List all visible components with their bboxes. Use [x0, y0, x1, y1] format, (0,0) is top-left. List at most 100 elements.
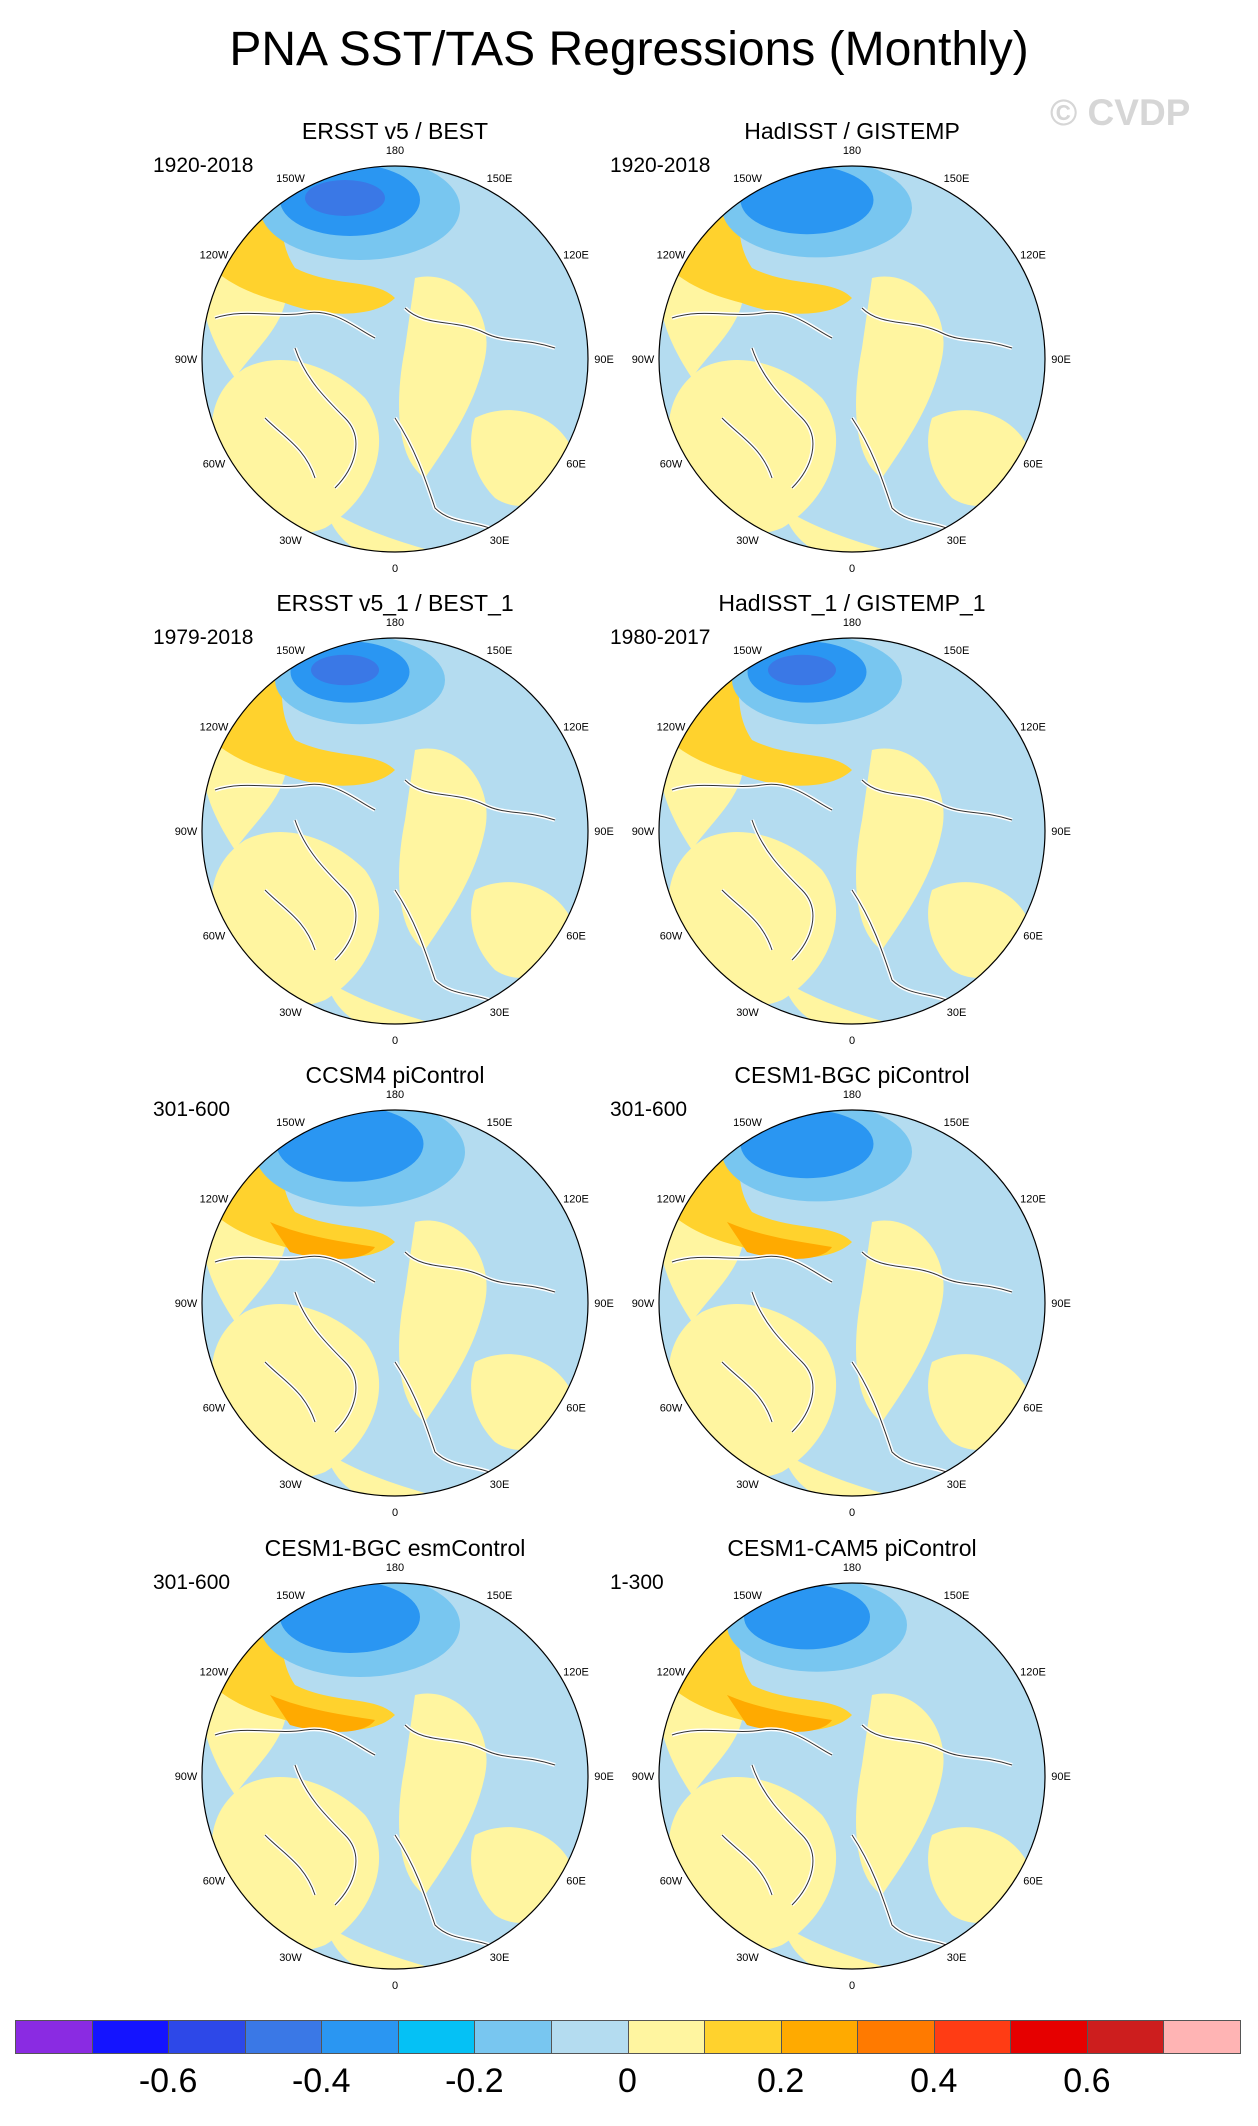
lon-tick-label: 180 [843, 1562, 861, 1574]
lon-tick-label: 60W [660, 931, 683, 943]
lon-tick-label: 60W [203, 931, 226, 943]
lon-tick-label: 120E [563, 1194, 589, 1206]
lon-tick-label: 150E [487, 173, 513, 185]
colorbar-swatch [474, 2020, 552, 2054]
colorbar-swatch [704, 2020, 782, 2054]
lon-tick-label: 60W [203, 459, 226, 471]
lon-tick-label: 30W [279, 1479, 302, 1491]
lon-tick-label: 30E [490, 535, 510, 547]
lon-tick-label: 180 [843, 145, 861, 157]
lon-tick-label: 180 [386, 1089, 404, 1101]
colorbar-swatch [91, 2020, 170, 2054]
colorbar-swatch [397, 2020, 476, 2054]
map-panel: HadISST_1 / GISTEMP_1 1980-2017 180 150E 120… [552, 590, 1172, 1060]
lon-tick-label: 180 [386, 145, 404, 157]
lon-tick-label: 0 [849, 1980, 855, 1992]
lon-tick-label: 60E [1023, 459, 1043, 471]
lon-tick-label: 60E [566, 1403, 586, 1415]
lon-tick-label: 120E [1020, 250, 1046, 262]
lon-tick-label: 150E [944, 645, 970, 657]
lon-tick-label: 0 [392, 563, 398, 575]
lon-tick-label: 60W [203, 1876, 226, 1888]
lon-tick-label: 90W [632, 354, 655, 366]
lon-tick-label: 30W [279, 1007, 302, 1019]
lon-tick-label: 30W [736, 1479, 759, 1491]
lon-tick-label: 0 [392, 1035, 398, 1047]
lon-tick-label: 150W [733, 645, 762, 657]
lon-tick-label: 0 [849, 1035, 855, 1047]
lon-tick-label: 120W [200, 1194, 229, 1206]
lon-tick-label: 150E [487, 1590, 513, 1602]
lon-tick-label: 60E [1023, 1403, 1043, 1415]
colorbar [15, 2020, 1241, 2056]
colorbar-swatch [244, 2020, 323, 2054]
lon-tick-label: 120E [563, 250, 589, 262]
lon-tick-label: 30W [279, 1952, 302, 1964]
lon-tick-label: 60W [660, 459, 683, 471]
lon-tick-label: 90E [594, 354, 614, 366]
map-panel: CESM1-BGC esmControl 301-600 180 150E 120E 90… [95, 1535, 715, 2005]
lon-tick-label: 120W [200, 250, 229, 262]
colorbar-tick-label: -0.2 [445, 2062, 504, 2100]
lon-tick-label: 150E [944, 173, 970, 185]
lon-tick-label: 120E [563, 1667, 589, 1679]
lon-tick-label: 90W [175, 1771, 198, 1783]
panel-period: 1920-2018 [153, 154, 254, 177]
colorbar-swatch [1010, 2020, 1088, 2054]
lon-tick-label: 150W [276, 1590, 305, 1602]
lon-tick-label: 30E [490, 1007, 510, 1019]
panel-period: 301-600 [153, 1571, 231, 1594]
figure-title: PNA SST/TAS Regressions (Monthly) [229, 23, 1029, 76]
panel-title: ERSST v5 / BEST [301, 118, 489, 144]
colorbar-swatch [1163, 2020, 1241, 2054]
lon-tick-label: 150W [733, 1590, 762, 1602]
lon-tick-label: 90W [632, 1298, 655, 1310]
polar-map: 180 150E 120E 90E 60E 30E 0 30W 60W 90W 120W 150W [632, 1089, 1071, 1519]
lon-tick-label: 150E [944, 1590, 970, 1602]
map-panel: CCSM4 piControl 301-600 180 150E 120E 90E 60E 3… [95, 1062, 715, 1532]
lon-tick-label: 150E [487, 1117, 513, 1129]
lon-tick-label: 60E [1023, 1876, 1043, 1888]
lon-tick-label: 90E [1051, 1298, 1071, 1310]
colorbar-tick-label: -0.6 [138, 2062, 198, 2100]
colorbar-tick-label: 0 [618, 2062, 637, 2100]
lon-tick-label: 120W [657, 722, 686, 734]
lon-tick-label: 90W [632, 826, 655, 838]
lon-tick-label: 90E [1051, 1771, 1071, 1783]
lon-tick-label: 30E [947, 1952, 967, 1964]
lon-tick-label: 60E [1023, 931, 1043, 943]
panel-title: ERSST v5_1 / BEST_1 [276, 590, 514, 616]
lon-tick-label: 120E [1020, 1667, 1046, 1679]
colorbar-tick-label: 0.6 [1063, 2062, 1111, 2100]
polar-map: 180 150E 120E 90E 60E 30E 0 30W 60W 90W 120W 150W [632, 1562, 1071, 1992]
lon-tick-label: 180 [843, 617, 861, 629]
lon-tick-label: 60E [566, 1876, 586, 1888]
panel-period: 301-600 [153, 1098, 231, 1121]
colorbar-swatch [1086, 2020, 1165, 2054]
lon-tick-label: 150W [276, 1117, 305, 1129]
lon-tick-label: 120E [1020, 1194, 1046, 1206]
lon-tick-label: 0 [849, 563, 855, 575]
lon-tick-label: 60E [566, 459, 586, 471]
lon-tick-label: 120W [200, 1667, 229, 1679]
colorbar-tick-label: 0.4 [910, 2062, 958, 2100]
panel-period: 1920-2018 [610, 154, 711, 177]
polar-map: 180 150E 120E 90E 60E 30E 0 30W 60W 90W 120W 150W [175, 617, 614, 1047]
panel-title: CESM1-BGC piControl [734, 1062, 970, 1088]
lon-tick-label: 30E [947, 1007, 967, 1019]
lon-tick-label: 90W [175, 1298, 198, 1310]
polar-map: 180 150E 120E 90E 60E 30E 0 30W 60W 90W 120W 150W [175, 145, 614, 575]
colorbar-swatch [857, 2020, 935, 2054]
colorbar-swatch [168, 2020, 246, 2054]
lon-tick-label: 90E [1051, 354, 1071, 366]
panel-title: CCSM4 piControl [305, 1062, 485, 1088]
lon-tick-label: 60W [660, 1876, 683, 1888]
lon-tick-label: 30W [736, 1952, 759, 1964]
lon-tick-label: 120W [657, 1667, 686, 1679]
colorbar-swatch [550, 2020, 629, 2054]
lon-tick-label: 30E [947, 535, 967, 547]
lon-tick-label: 150W [276, 173, 305, 185]
panel-period: 1-300 [610, 1571, 664, 1594]
colorbar-swatch [15, 2020, 93, 2054]
map-panel: CESM1-BGC piControl 301-600 180 150E 120E 90E… [552, 1062, 1172, 1532]
